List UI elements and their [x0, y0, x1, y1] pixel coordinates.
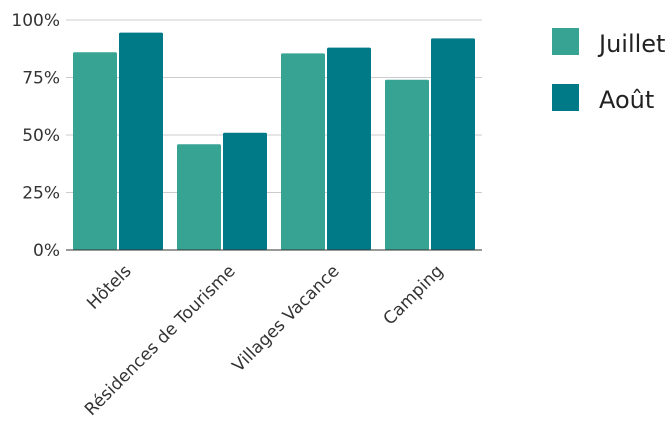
legend-label: Juillet: [597, 30, 665, 58]
legend-label: Août: [599, 86, 654, 114]
bar-juillet-2: [281, 53, 325, 250]
y-tick-label: 25%: [22, 184, 60, 204]
x-category-label: Hôtels: [83, 261, 135, 313]
bar-août-3: [431, 38, 475, 251]
legend-swatch: [552, 84, 579, 111]
legend-swatch: [552, 28, 579, 55]
x-category-label: Villages Vacance: [229, 261, 344, 376]
bar-juillet-3: [385, 79, 429, 250]
legend: Juillet Août: [552, 28, 665, 114]
x-category-label: Camping: [380, 261, 448, 329]
y-tick-label: 50%: [22, 126, 60, 146]
bar-août-2: [327, 47, 371, 250]
y-axis-ticks: 0% 25% 50% 75% 100%: [11, 11, 60, 261]
bar-juillet-0: [73, 52, 117, 251]
bar-août-0: [119, 32, 163, 251]
bar-juillet-1: [177, 144, 221, 250]
y-tick-label: 0%: [33, 241, 60, 261]
y-tick-label: 100%: [11, 11, 60, 31]
bars: [73, 32, 475, 251]
y-tick-label: 75%: [22, 69, 60, 89]
bar-août-1: [223, 132, 267, 250]
